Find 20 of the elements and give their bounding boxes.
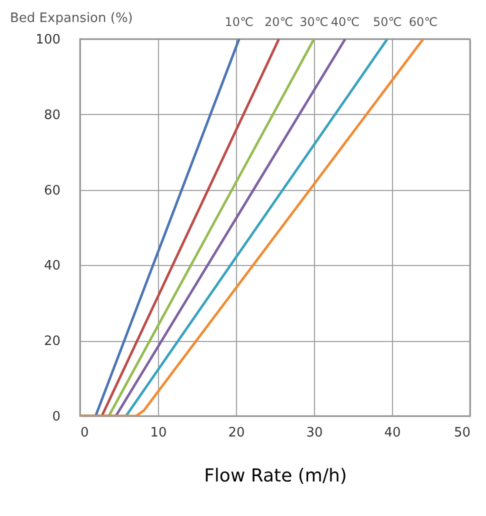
x-tick-label: 10 — [150, 426, 167, 440]
x-tick-label: 50 — [454, 426, 470, 440]
series-label: 20℃ — [264, 15, 294, 29]
series-label: 40℃ — [330, 15, 360, 29]
y-tick-label: 60 — [44, 183, 60, 198]
x-tick-label: 0 — [80, 426, 89, 440]
series-label: 50℃ — [372, 15, 402, 29]
y-tick-label: 20 — [44, 334, 60, 350]
y-tick-label: 0 — [52, 410, 60, 424]
x-tick-label: 30 — [306, 426, 323, 440]
y-tick-label: 100 — [36, 32, 60, 48]
series-label: 10℃ — [224, 15, 254, 29]
series-label: 60℃ — [408, 15, 438, 29]
x-tick-label: 40 — [384, 426, 401, 440]
series-label: 30℃ — [300, 15, 328, 29]
y-tick-label: 80 — [44, 108, 60, 123]
x-axis-title: Flow Rate (m/h) — [204, 466, 347, 486]
x-tick-label: 20 — [228, 426, 245, 440]
y-tick-label: 40 — [44, 258, 60, 274]
y-axis-title: Bed Expansion (%) — [10, 11, 133, 26]
